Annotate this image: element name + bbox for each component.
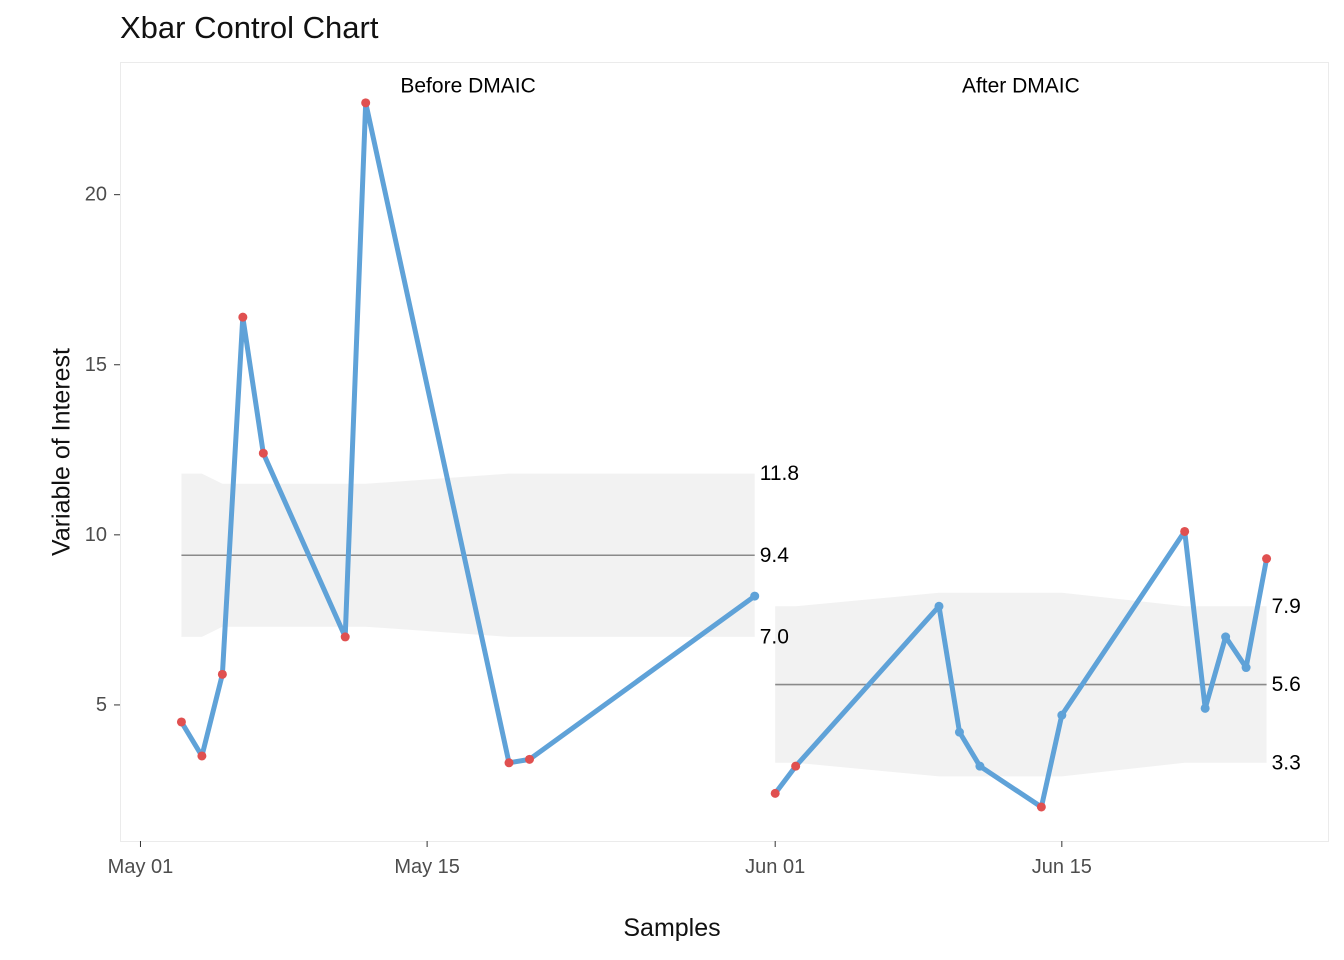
phase-labels: Before DMAIC After DMAIC: [400, 75, 1079, 98]
data-point-phase-2-7: [1057, 710, 1067, 720]
data-point-phase-2-6: [1036, 802, 1046, 812]
data-point-phase-1-4: [238, 312, 248, 322]
data-points: [176, 98, 1272, 812]
phase-label-2: After DMAIC: [962, 75, 1080, 98]
lcl-label-phase-1: 7.0: [760, 625, 789, 648]
x-tick-label-2: May 15: [394, 856, 460, 878]
data-point-phase-2-11: [1241, 663, 1251, 673]
plot-panel-border: [120, 62, 1329, 842]
data-point-phase-1-7: [361, 98, 371, 108]
data-point-phase-2-8: [1180, 526, 1190, 536]
series-line-phase-2: [772, 528, 1270, 810]
data-point-phase-1-2: [197, 751, 207, 761]
x-tick-label-1: May 01: [108, 856, 174, 878]
y-tick-label-2: 10: [85, 524, 107, 546]
data-point-phase-2-10: [1221, 632, 1231, 642]
series-line-phase-1: [178, 100, 758, 766]
y-axis: 5 10 15 20: [85, 184, 120, 716]
data-series: [178, 100, 1270, 810]
data-point-phase-2-12: [1262, 554, 1272, 564]
data-point-phase-2-9: [1200, 703, 1210, 713]
y-tick-label-4: 20: [85, 184, 107, 206]
x-axis-label: Samples: [623, 914, 721, 942]
data-point-phase-1-3: [217, 669, 227, 679]
center-label-phase-2: 5.6: [1272, 673, 1301, 696]
x-tick-label-4: Jun 15: [1032, 856, 1092, 878]
chart-title: Xbar Control Chart: [120, 10, 379, 45]
data-point-phase-1-1: [176, 717, 186, 727]
y-tick-label-3: 15: [85, 354, 107, 376]
data-point-phase-2-2: [791, 761, 801, 771]
data-point-phase-2-5: [975, 761, 985, 771]
data-point-phase-2-4: [954, 727, 964, 737]
data-point-phase-2-1: [770, 788, 780, 798]
ucl-label-phase-2: 7.9: [1272, 595, 1301, 618]
data-point-phase-1-8: [504, 758, 514, 768]
x-tick-label-3: Jun 01: [745, 856, 805, 878]
data-point-phase-1-5: [258, 448, 268, 458]
phase-label-1: Before DMAIC: [400, 75, 535, 98]
limit-labels: 11.8 9.4 7.0 7.9 5.6 3.3: [760, 462, 1301, 774]
center-lines: [181, 554, 1267, 686]
data-point-phase-2-3: [934, 601, 944, 611]
x-axis: May 01 May 15 Jun 01 Jun 15: [108, 841, 1092, 878]
data-point-phase-1-9: [524, 754, 534, 764]
data-point-phase-1-6: [340, 632, 350, 642]
data-point-phase-1-10: [750, 591, 760, 601]
lcl-label-phase-2: 3.3: [1272, 751, 1301, 774]
ucl-label-phase-1: 11.8: [760, 462, 799, 485]
center-label-phase-1: 9.4: [760, 544, 790, 567]
y-tick-label-1: 5: [96, 694, 107, 716]
